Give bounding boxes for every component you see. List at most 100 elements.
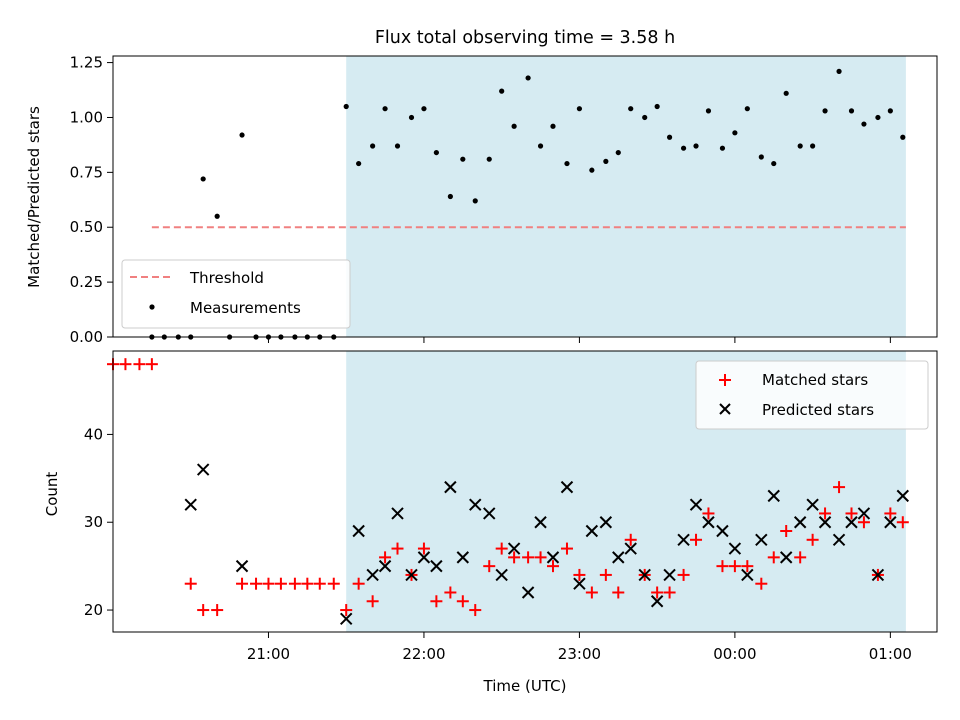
matched-star-marker <box>534 551 547 564</box>
legend-matched-swatch <box>719 374 731 386</box>
predicted-star-marker <box>573 577 586 590</box>
matched-star-marker <box>133 358 146 371</box>
bottom-x-tick-label: 23:00 <box>558 645 601 663</box>
matched-star-marker <box>780 525 793 538</box>
predicted-star-marker <box>456 551 470 564</box>
measurement-point <box>822 108 828 114</box>
top-legend-box <box>121 259 351 329</box>
predicted-star-marker <box>793 516 807 529</box>
measurement-point <box>666 134 673 140</box>
measurement-point <box>550 123 556 129</box>
matched-star-marker <box>573 568 586 581</box>
predicted-star-marker <box>663 568 676 582</box>
matched-star-marker <box>857 516 870 529</box>
measurement-point <box>603 158 609 164</box>
matched-star-marker <box>340 604 353 617</box>
measurement-point <box>900 134 906 140</box>
top-y-tick-label: 1.00 <box>70 108 103 126</box>
predicted-star-marker <box>677 533 690 547</box>
bottom-panel: 20 30 40 21:00 22:00 23:00 00:00 01:00 Count T… <box>43 350 938 695</box>
top-panel: 0.00 0.25 0.50 0.75 1.00 1.25 Matched/Predict… <box>25 54 938 346</box>
predicted-star-marker <box>534 516 547 529</box>
predicted-star-marker <box>689 498 703 511</box>
bottom-x-tick-label: 21:00 <box>247 645 290 663</box>
top-y-tick-label: 0.25 <box>70 273 103 291</box>
matched-star-marker <box>211 604 224 617</box>
matched-star-marker <box>522 551 535 564</box>
measurement-point <box>848 108 855 114</box>
matched-star-marker <box>430 595 443 608</box>
matched-star-marker <box>677 568 690 581</box>
predicted-star-marker <box>767 489 780 503</box>
bottom-plot-frame <box>112 350 938 633</box>
measurement-point <box>421 106 427 112</box>
matched-star-marker <box>741 560 754 573</box>
predicted-star-marker <box>378 559 392 573</box>
matched-star-marker <box>508 551 521 564</box>
top-y-tick-label: 0.00 <box>70 328 103 346</box>
measurement-point <box>642 114 648 121</box>
matched-star-marker <box>327 577 340 590</box>
predicted-star-marker <box>638 568 651 582</box>
matched-star-marker <box>728 560 741 573</box>
matched-star-marker <box>767 551 780 564</box>
measurement-point <box>447 193 453 200</box>
predicted-star-marker <box>585 524 599 538</box>
chart-title: Flux total observing time = 3.58 h <box>375 28 675 48</box>
predicted-star-marker <box>184 498 197 511</box>
predicted-star-marker <box>612 551 625 564</box>
predicted-star-marker <box>702 516 715 529</box>
predicted-star-marker <box>845 516 858 529</box>
top-y-axis-label: Matched/Predicted stars <box>25 106 43 288</box>
predicted-star-marker <box>196 463 210 476</box>
top-y-tick-label: 0.50 <box>70 218 103 236</box>
predicted-star-marker <box>352 524 365 538</box>
matched-star-marker <box>483 560 496 573</box>
matched-star-marker <box>250 577 263 590</box>
predicted-star-marker <box>495 568 508 582</box>
legend-measurements-label: Measurements <box>190 299 301 317</box>
measurement-point <box>744 106 750 112</box>
matched-star-marker <box>884 507 897 520</box>
matched-star-marker <box>845 507 858 520</box>
predicted-star-marker <box>884 516 897 529</box>
bottom-y-axis: 20 30 40 <box>84 425 113 619</box>
top-plot-frame <box>112 55 938 338</box>
predicted-star-marker <box>469 498 482 511</box>
matched-star-marker <box>806 533 819 546</box>
predicted-star-marker <box>483 507 496 520</box>
matched-star-marker <box>366 595 379 608</box>
matched-star-marker <box>184 577 197 590</box>
measurement-point <box>472 198 478 204</box>
legend-measurements-swatch <box>149 304 155 310</box>
measurement-point <box>861 121 867 127</box>
measurement-point <box>628 106 634 112</box>
matched-star-marker <box>663 586 676 599</box>
bottom-legend-box <box>695 360 929 430</box>
predicted-star-marker <box>741 568 754 582</box>
measurement-point <box>887 108 893 114</box>
predicted-star-marker <box>650 595 664 608</box>
matched-star-marker <box>585 586 598 599</box>
predicted-star-marker <box>521 586 535 599</box>
predicted-star-marker <box>806 498 819 511</box>
legend-predicted-swatch <box>719 403 731 415</box>
top-y-tick-label: 1.25 <box>70 54 103 72</box>
measurement-point <box>654 103 660 110</box>
bottom-x-axis: 21:00 22:00 23:00 00:00 01:00 <box>247 632 912 663</box>
measurement-point <box>214 213 220 219</box>
predicted-star-markers <box>184 463 910 626</box>
predicted-star-marker <box>624 542 637 555</box>
legend-matched-label: Matched stars <box>762 371 868 389</box>
measurement-point <box>732 130 738 136</box>
measurement-point <box>771 160 777 167</box>
legend-predicted-label: Predicted stars <box>762 401 874 419</box>
matched-star-marker <box>417 542 430 555</box>
measurement-point <box>486 156 492 162</box>
measurement-point <box>693 143 699 149</box>
predicted-star-marker <box>755 533 768 547</box>
matched-star-marker <box>560 542 573 555</box>
matched-star-marker <box>546 560 559 573</box>
matched-star-marker <box>599 568 612 581</box>
